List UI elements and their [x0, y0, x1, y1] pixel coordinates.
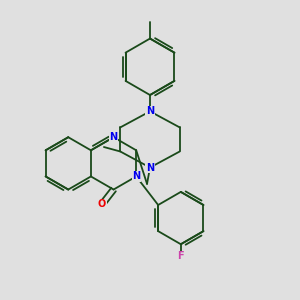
- Text: O: O: [98, 199, 106, 209]
- Text: N: N: [132, 172, 140, 182]
- Text: F: F: [178, 251, 184, 261]
- Text: N: N: [146, 163, 154, 172]
- Text: N: N: [146, 106, 154, 116]
- Text: N: N: [110, 132, 118, 142]
